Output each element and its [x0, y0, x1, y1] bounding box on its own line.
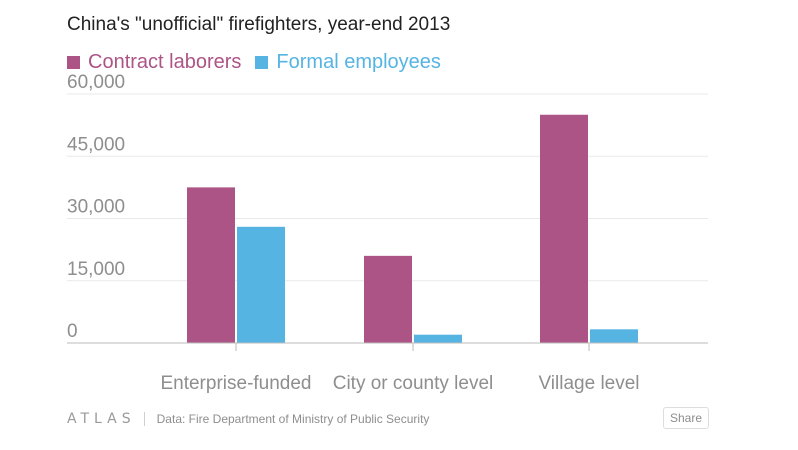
chart-title: China's "unofficial" firefighters, year-… [67, 14, 451, 35]
legend-swatch-formal-employees [255, 56, 269, 69]
source-text: Data: Fire Department of Ministry of Pub… [156, 412, 430, 426]
bar [540, 114, 588, 343]
atlas-logo: ATLAS [67, 411, 136, 427]
y-tick-label: 30,000 [67, 197, 125, 218]
legend-label-contract-laborers: Contract laborers [88, 51, 242, 73]
x-tick-label: Enterprise-funded [160, 373, 311, 394]
x-tick-label: Village level [538, 373, 639, 394]
y-tick-label: 15,000 [67, 259, 125, 280]
bar [590, 329, 638, 343]
bar [414, 334, 462, 343]
bar [187, 187, 235, 343]
legend-label-formal-employees: Formal employees [276, 51, 441, 73]
bar [237, 226, 285, 343]
y-tick-label: 60,000 [67, 72, 125, 93]
share-button[interactable]: Share [663, 407, 709, 429]
legend-item-formal-employees: Formal employees [255, 51, 441, 74]
y-tick-label: 0 [67, 321, 78, 342]
footer: ATLAS Data: Fire Department of Ministry … [67, 407, 710, 431]
footer-divider [143, 412, 145, 426]
legend: Contract laborers Formal employees [67, 51, 455, 74]
legend-swatch-contract-laborers [67, 56, 80, 69]
bar [364, 255, 412, 343]
x-tick-label: City or county level [333, 373, 494, 394]
y-tick-label: 45,000 [67, 134, 125, 155]
legend-item-contract-laborers: Contract laborers [67, 51, 241, 74]
